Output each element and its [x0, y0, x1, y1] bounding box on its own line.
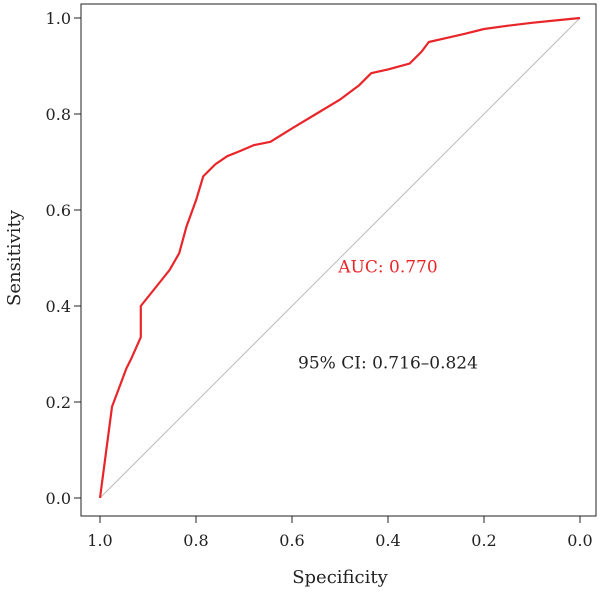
y-tick-label: 0.2 — [46, 393, 71, 412]
y-tick-label: 1.0 — [46, 9, 71, 28]
auc-label: AUC: 0.770 — [337, 257, 437, 277]
x-axis-title: Specificity — [292, 567, 388, 588]
axis-ticks: 1.0 0.8 0.6 0.4 0.2 0.0 0.0 0.2 0.4 0.6 0.8 1.0 — [46, 9, 593, 550]
roc-curve-line — [98, 16, 581, 499]
x-tick-label: 0.6 — [279, 531, 304, 550]
y-tick-label: 0.8 — [46, 105, 71, 124]
x-tick-label: 0.0 — [567, 531, 592, 550]
y-tick-label: 0.4 — [46, 297, 71, 316]
x-tick-label: 1.0 — [87, 531, 112, 550]
reference-diagonal-line — [99, 17, 581, 499]
y-tick-label: 0.6 — [46, 201, 71, 220]
ci-label: 95% CI: 0.716–0.824 — [298, 353, 478, 373]
y-tick-label: 0.0 — [46, 489, 71, 508]
y-axis-title: Sensitivity — [4, 209, 25, 306]
annotation-layer: AUC: 0.770 95% CI: 0.716–0.824 — [298, 257, 478, 373]
x-tick-label: 0.4 — [375, 531, 400, 550]
x-tick-label: 0.8 — [183, 531, 208, 550]
plot-frame — [80, 3, 597, 517]
series-layer — [98, 16, 581, 499]
x-tick-label: 0.2 — [471, 531, 496, 550]
